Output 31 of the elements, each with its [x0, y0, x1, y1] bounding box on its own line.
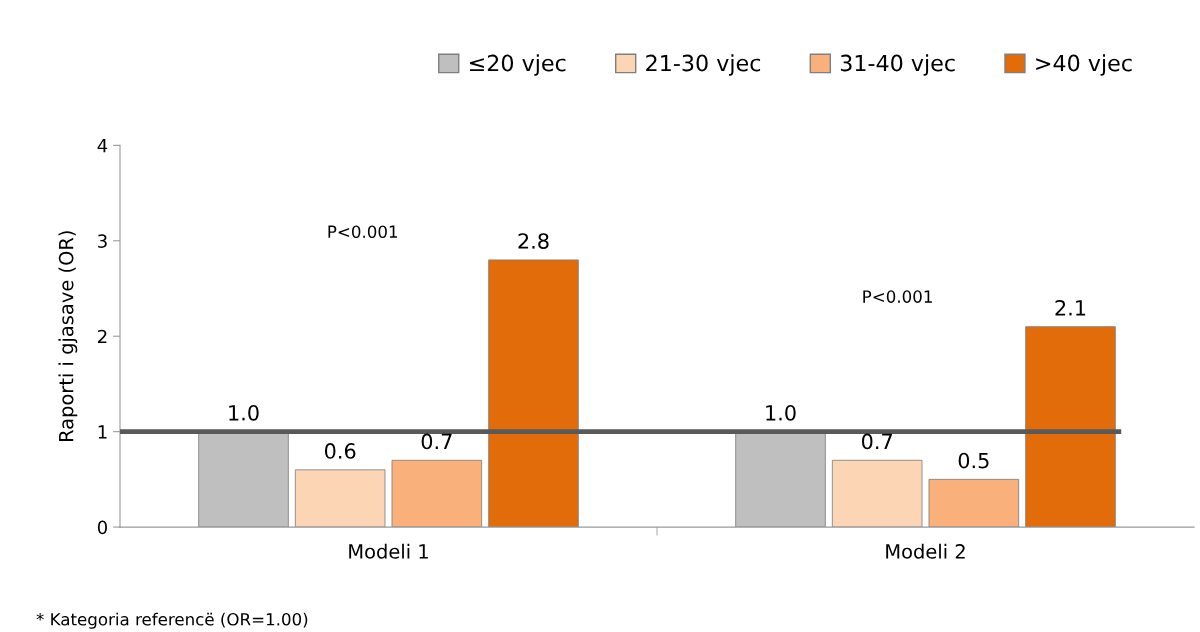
y-tick-label: 0 [97, 520, 107, 535]
bar [928, 478, 1020, 528]
y-axis-title: Raporti i gjasave (OR) [58, 231, 78, 441]
bar [735, 431, 826, 528]
legend-label: ≤20 vjec [469, 54, 566, 76]
legend-label: 21-30 vjec [646, 54, 761, 76]
legend-label: >40 vjec [1036, 54, 1132, 76]
data-label: 0.7 [421, 433, 452, 450]
data-label: 0.7 [861, 433, 892, 450]
y-tick-label: 1 [98, 425, 107, 439]
data-label: 0.5 [958, 452, 989, 469]
data-label: 1.0 [766, 404, 796, 421]
data-label: 0.6 [324, 443, 356, 459]
y-tick-label: 3 [98, 234, 107, 248]
y-tick-label: 4 [97, 139, 108, 153]
text: * Kategoria referencë (OR=1.00) [36, 612, 308, 629]
data-label: 1.0 [229, 404, 259, 421]
annotation: P<0.001 [863, 290, 932, 303]
x-tick-label: Modeli 1 [349, 543, 428, 559]
y-tick-label: 2 [98, 329, 107, 344]
legend-label: 31-40 vjec [840, 54, 955, 76]
bar [1025, 326, 1116, 528]
annotation: P<0.001 [328, 225, 398, 238]
bar [294, 469, 386, 528]
bar [198, 431, 289, 528]
bar [391, 459, 483, 528]
x-tick-label: Modeli 2 [886, 543, 965, 559]
data-label: 2.8 [518, 233, 549, 249]
bar [488, 259, 579, 528]
bar [831, 459, 923, 528]
data-label: 2.1 [1055, 299, 1086, 316]
